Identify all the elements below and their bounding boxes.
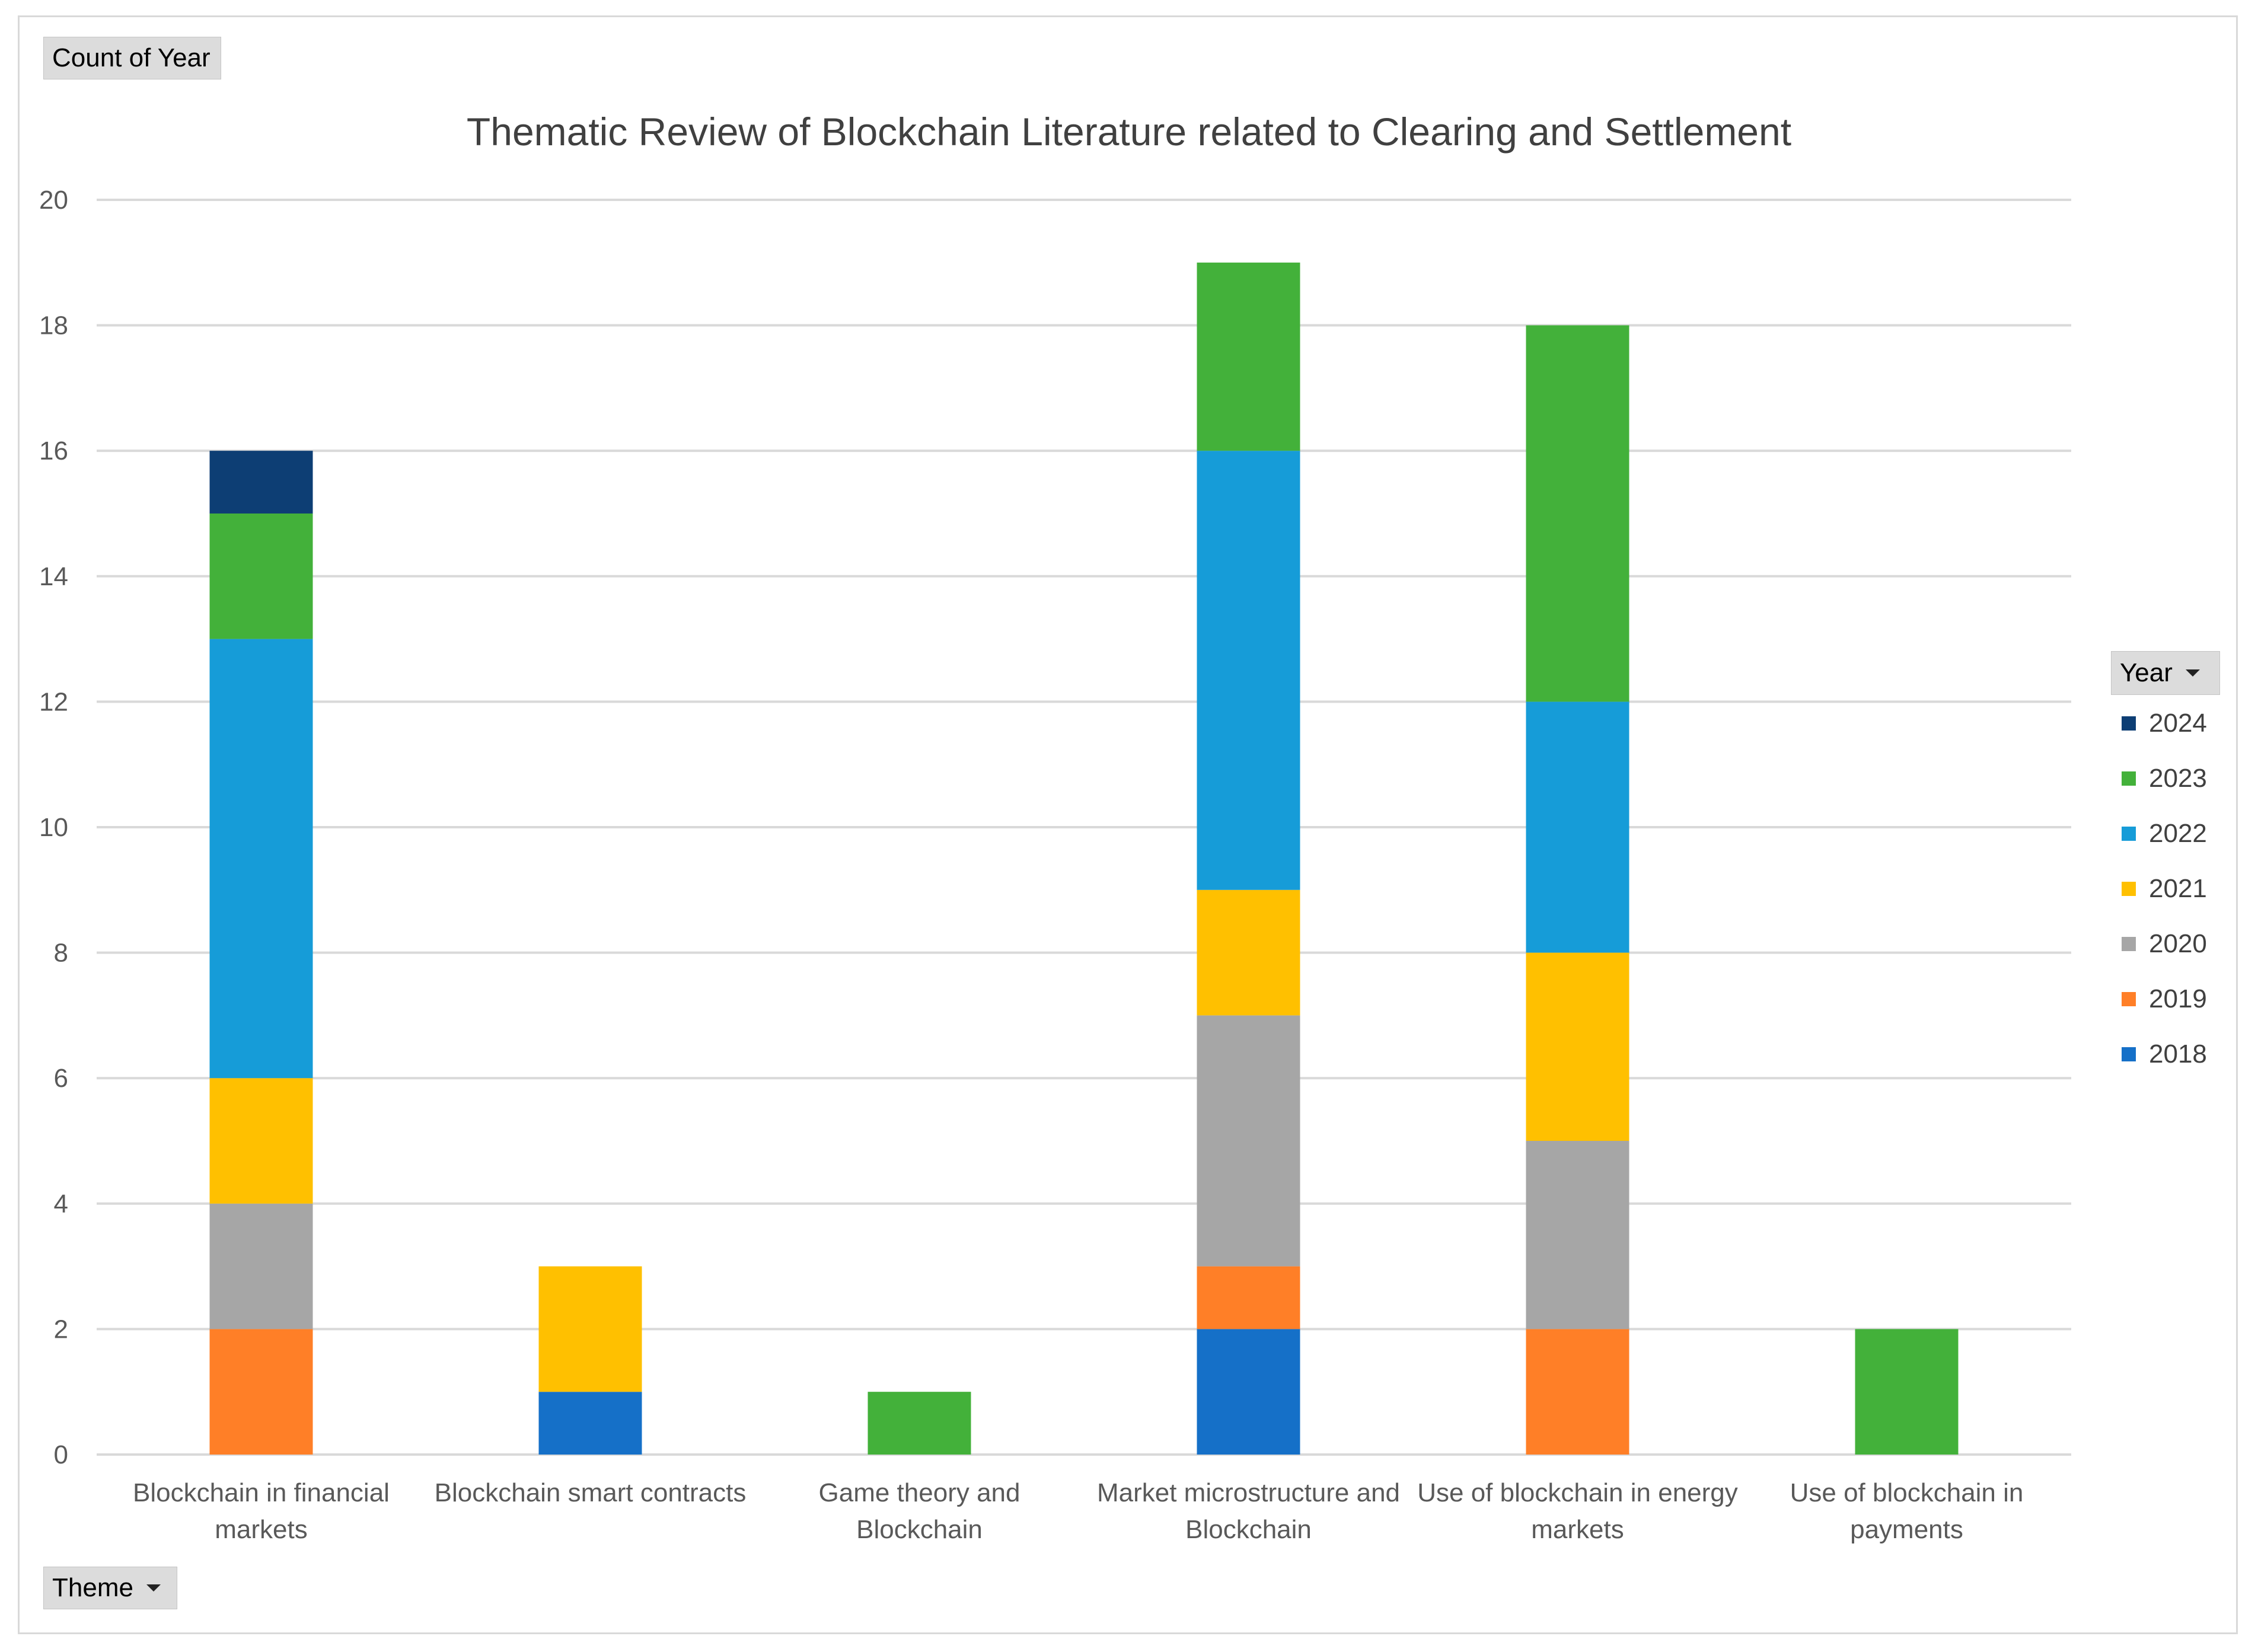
legend-field-label: Year xyxy=(2120,658,2173,687)
y-tick-label: 20 xyxy=(39,186,68,215)
legend-label: 2023 xyxy=(2149,764,2207,793)
x-tick-label: Use of blockchain in energy xyxy=(1417,1478,1738,1507)
bar-segment xyxy=(538,1392,642,1455)
legend-item[interactable]: 2021 xyxy=(2122,871,2207,907)
bar-segment xyxy=(868,1392,971,1455)
legend-swatch xyxy=(2122,716,2136,731)
x-tick-label: Blockchain smart contracts xyxy=(435,1478,747,1507)
bar-segment xyxy=(1526,952,1629,1141)
values-field-button[interactable]: Count of Year xyxy=(43,37,221,79)
legend-item[interactable]: 2018 xyxy=(2122,1037,2207,1072)
legend-label: 2021 xyxy=(2149,874,2207,903)
bar-segment xyxy=(209,451,313,514)
legend-swatch xyxy=(2122,1047,2136,1061)
legend-label: 2018 xyxy=(2149,1039,2207,1069)
bar-segment xyxy=(209,514,313,639)
legend-swatch xyxy=(2122,992,2136,1006)
bar-segment xyxy=(1197,451,1300,890)
y-tick-label: 0 xyxy=(54,1440,68,1469)
y-tick-label: 6 xyxy=(54,1064,68,1093)
bar-segment xyxy=(1526,1141,1629,1329)
legend-swatch xyxy=(2122,937,2136,951)
y-tick-label: 16 xyxy=(39,436,68,465)
y-tick-label: 2 xyxy=(54,1315,68,1344)
legend-label: 2020 xyxy=(2149,929,2207,958)
y-tick-label: 18 xyxy=(39,311,68,340)
x-tick-label: markets xyxy=(215,1515,307,1544)
legend-field-button[interactable]: Year xyxy=(2111,651,2220,695)
legend-label: 2019 xyxy=(2149,984,2207,1013)
x-tick-label: Blockchain in financial xyxy=(133,1478,390,1507)
y-tick-label: 10 xyxy=(39,813,68,842)
y-tick-label: 12 xyxy=(39,687,68,716)
legend-label: 2022 xyxy=(2149,819,2207,848)
y-tick-label: 8 xyxy=(54,939,68,968)
bar-segment xyxy=(209,1329,313,1455)
legend-item[interactable]: 2022 xyxy=(2122,816,2207,851)
bar-segment xyxy=(1197,1329,1300,1455)
x-tick-label: Game theory and xyxy=(819,1478,1020,1507)
x-tick-label: Blockchain xyxy=(1185,1515,1312,1544)
y-tick-label: 14 xyxy=(39,562,68,591)
legend-swatch xyxy=(2122,771,2136,786)
bar-segment xyxy=(1197,1266,1300,1329)
bar-segment xyxy=(1197,262,1300,451)
legend-label: 2024 xyxy=(2149,709,2207,738)
legend-swatch xyxy=(2122,827,2136,841)
axis-field-button[interactable]: Theme xyxy=(43,1567,177,1609)
values-field-label: Count of Year xyxy=(52,43,211,72)
x-tick-label: payments xyxy=(1850,1515,1963,1544)
bar-segment xyxy=(1526,325,1629,702)
axis-field-label: Theme xyxy=(52,1573,133,1602)
x-tick-label: Market microstructure and xyxy=(1097,1478,1400,1507)
legend-swatch xyxy=(2122,882,2136,896)
legend-item[interactable]: 2024 xyxy=(2122,706,2207,741)
legend-item[interactable]: 2020 xyxy=(2122,926,2207,962)
bar-segment xyxy=(209,639,313,1079)
y-tick-label: 4 xyxy=(54,1189,68,1219)
bar-segment xyxy=(209,1078,313,1204)
x-tick-label: markets xyxy=(1531,1515,1624,1544)
bar-segment xyxy=(538,1266,642,1392)
bar-segment xyxy=(1197,1015,1300,1267)
bar-segment xyxy=(1855,1329,1959,1455)
x-tick-label: Use of blockchain in xyxy=(1790,1478,2024,1507)
bar-segment xyxy=(1526,1329,1629,1455)
legend-item[interactable]: 2023 xyxy=(2122,761,2207,796)
chart-title: Thematic Review of Blockchain Literature… xyxy=(466,110,1792,154)
bar-segment xyxy=(209,1203,313,1329)
x-tick-label: Blockchain xyxy=(856,1515,983,1544)
bar-segment xyxy=(1526,701,1629,953)
chevron-down-icon xyxy=(2185,669,2200,677)
chevron-down-icon xyxy=(146,1584,161,1592)
bar-segment xyxy=(1197,889,1300,1016)
legend-item[interactable]: 2019 xyxy=(2122,981,2207,1017)
